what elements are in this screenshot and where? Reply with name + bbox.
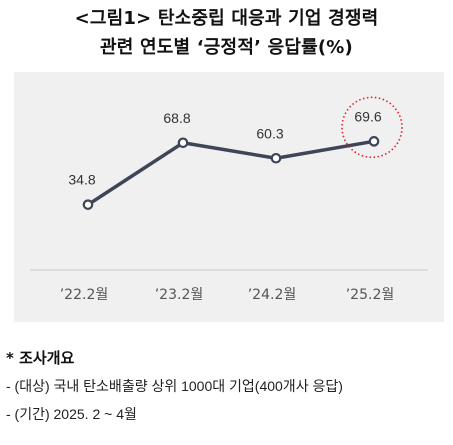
- line-chart: 34.8 68.8 60.3 69.6 ’22.2월 ’23.2월 ’24.2월 ’25.2월: [30, 96, 428, 303]
- notes-title: 조사개요: [19, 349, 75, 367]
- notes-target-line: - (대상) 국내 탄소배출량 상위 1000대 기업(400개사 응답): [6, 378, 343, 394]
- highlight-circle: [341, 96, 403, 159]
- x-tick-label-4: ’25.2월: [346, 287, 395, 303]
- data-point-4: [368, 136, 380, 147]
- x-tick-label-3: ’24.2월: [248, 287, 297, 303]
- survey-notes: * 조사개요 - (대상) 국내 탄소배출량 상위 1000대 기업(400개사…: [6, 347, 343, 424]
- data-label-2: 68.8: [163, 110, 190, 126]
- chart-title-line-1: <그림1> 탄소중립 대응과 기업 경쟁력: [74, 8, 379, 29]
- data-label-3: 60.3: [256, 125, 283, 141]
- series-line: [86, 139, 376, 207]
- chart-plot-area: 34.8 68.8 60.3 69.6 ’22.2월 ’23.2월 ’24.2월 ’25.2월: [14, 72, 444, 322]
- notes-header: * 조사개요: [6, 347, 343, 368]
- notes-period-line: - (기간) 2025. 2 ~ 4월: [6, 406, 137, 422]
- data-point-2: [177, 137, 189, 149]
- notes-bullet: *: [6, 349, 14, 367]
- x-tick-label-2: ’23.2월: [155, 287, 204, 303]
- data-point-3: [270, 152, 282, 164]
- chart-title-line-2: 관련 연도별 ‘긍정적’ 응답률(%): [100, 37, 353, 58]
- data-point-1: [82, 199, 94, 210]
- x-tick-label-1: ’22.2월: [60, 287, 109, 303]
- data-label-4: 69.6: [354, 108, 381, 124]
- data-label-1: 34.8: [68, 172, 95, 188]
